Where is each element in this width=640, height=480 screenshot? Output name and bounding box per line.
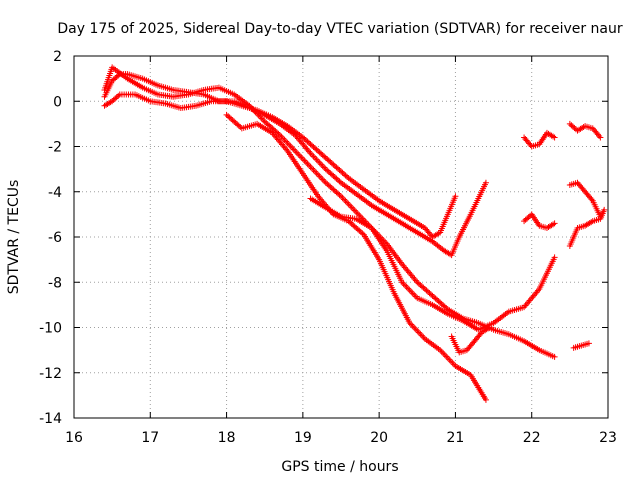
series-track-9 [566,120,604,141]
y-tick-label: -2 [48,140,62,156]
series-markers [566,120,604,141]
x-tick-label: 16 [65,430,83,446]
x-tick-label: 23 [599,430,617,446]
y-tick-label: -12 [39,366,62,382]
series-line [226,114,487,401]
x-tick-label: 18 [218,430,236,446]
chart-title: Day 175 of 2025, Sidereal Day-to-day VTE… [57,21,623,37]
series-track-11 [566,179,604,220]
series-markers [223,111,489,403]
x-tick-label: 22 [523,430,541,446]
series-track-4 [223,111,489,403]
y-tick-label: -4 [48,185,62,201]
series-track-7 [521,129,558,150]
series-markers [521,129,558,150]
series-markers [307,195,558,333]
series-track-6 [448,324,493,356]
y-tick-label: -6 [48,230,62,246]
series-track-2 [101,91,459,240]
x-axis-label: GPS time / hours [281,459,398,475]
plot-frame [73,55,609,419]
grid-layer [74,56,608,418]
series-markers [448,324,493,356]
y-axis-label: SDTVAR / TECUs [6,180,22,295]
series-line [569,181,602,217]
series-markers [566,206,608,250]
series-markers [566,179,604,220]
y-tick-label: -14 [39,411,62,427]
series-markers [521,211,558,231]
series-track-10 [566,206,608,250]
y-tick-label: -8 [48,275,62,291]
x-tick-label: 19 [294,430,312,446]
series-layer [101,64,608,403]
series-track-8 [521,211,558,231]
y-tick-label: -10 [39,321,62,337]
y-tick-label: 2 [53,49,62,65]
x-tick-label: 21 [447,430,465,446]
series-track-12 [570,340,592,351]
series-markers [570,340,592,351]
series-markers [101,91,459,240]
x-tick-label: 17 [141,430,159,446]
x-tick-label: 20 [370,430,388,446]
series-track-5 [307,195,558,333]
series-track-3 [101,64,558,360]
series-markers [101,64,558,360]
y-tick-label: 0 [53,94,62,110]
